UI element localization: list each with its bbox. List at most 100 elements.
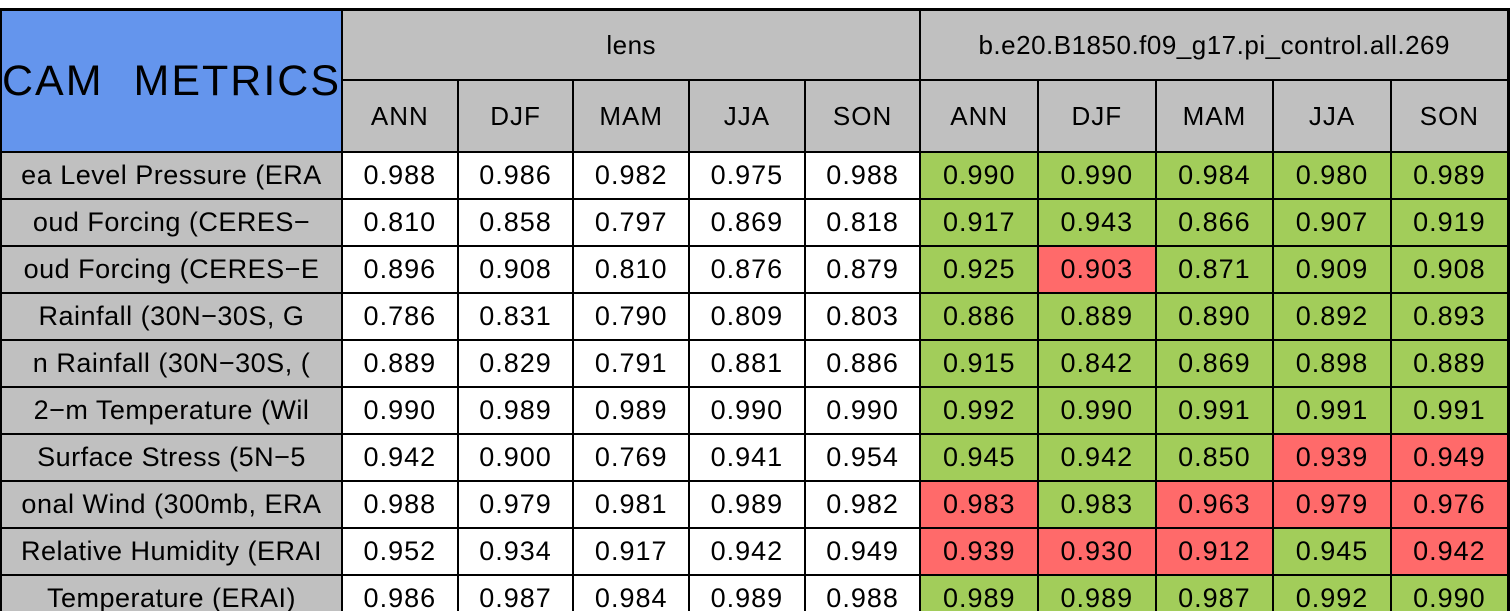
control-value-cell-good: 0.866 [1154,198,1275,247]
control-value-cell-good: 0.990 [1037,386,1157,435]
lens-value-cell: 0.989 [572,386,691,435]
lens-value-cell: 0.786 [341,292,459,341]
control-value-cell-good: 0.925 [919,245,1040,294]
metric-label: n Rainfall (30N−30S, ( [0,339,343,388]
control-value-cell-good: 0.980 [1272,151,1392,200]
lens-value-cell: 0.831 [456,292,575,341]
metric-row: n Rainfall (30N−30S, (0.889 0.829 0.791 0.8… [0,339,1510,388]
lens-value-cell: 0.988 [341,480,459,529]
control-value-cell-good: 0.886 [919,292,1040,341]
lens-value-cell: 0.990 [803,386,922,435]
control-value-cell-good: 0.909 [1272,245,1392,294]
season-header-mam-group2: MAM [1154,79,1275,153]
lens-value-cell: 0.952 [341,527,459,576]
control-value-cell-good: 0.943 [1037,198,1157,247]
control-value-cell-bad: 0.912 [1154,527,1275,576]
lens-value-cell: 0.881 [688,339,806,388]
control-value-cell-good: 0.987 [1154,574,1275,611]
control-value-cell-good: 0.892 [1272,292,1392,341]
control-value-cell-good: 0.890 [1154,292,1275,341]
control-value-cell-good: 0.984 [1154,151,1275,200]
group-header-lens: lens [340,8,922,81]
metric-row: oud Forcing (CERES−E 0.896 0.908 0.810 0.876… [0,245,1510,294]
lens-value-cell: 0.988 [341,151,459,200]
metrics-table-body: ea Level Pressure (ERA 0.988 0.986 0.982 0.9… [0,151,1510,611]
control-value-cell-good: 0.915 [919,339,1040,388]
control-value-cell-good: 0.907 [1272,198,1392,247]
metric-label: Relative Humidity (ERAI [0,527,343,576]
lens-value-cell: 0.818 [803,198,922,247]
cam-metrics-table: CAM METRICS lens b.e20.B1850.f09_g17.pi_… [0,8,1510,611]
lens-value-cell: 0.810 [572,245,691,294]
metric-label: oud Forcing (CERES−E [0,245,343,294]
lens-value-cell: 0.990 [688,386,806,435]
metric-row: Rainfall (30N−30S, G 0.786 0.831 0.790 0.809… [0,292,1510,341]
lens-value-cell: 0.869 [688,198,806,247]
season-header-son-group2: SON [1389,79,1510,153]
control-value-cell-bad: 0.942 [1389,527,1510,576]
group-header-control-run: b.e20.B1850.f09_g17.pi_control.all.269 [919,8,1510,81]
lens-value-cell: 0.988 [803,151,922,200]
control-value-cell-good: 0.989 [1037,574,1157,611]
lens-value-cell: 0.879 [803,245,922,294]
metric-label: Rainfall (30N−30S, G [0,292,343,341]
metric-label: Temperature (ERAI) [0,574,343,611]
control-value-cell-good: 0.942 [1037,433,1157,482]
lens-value-cell: 0.934 [456,527,575,576]
season-header-son-group1: SON [803,79,922,153]
control-value-cell-bad: 0.963 [1154,480,1275,529]
season-header-mam-group1: MAM [572,79,691,153]
lens-value-cell: 0.986 [456,151,575,200]
lens-value-cell: 0.896 [341,245,459,294]
lens-value-cell: 0.981 [572,480,691,529]
control-value-cell-good: 0.990 [919,151,1040,200]
lens-value-cell: 0.982 [572,151,691,200]
control-value-cell-good: 0.842 [1037,339,1157,388]
table-title: CAM METRICS [0,8,343,153]
lens-value-cell: 0.982 [803,480,922,529]
metric-label: 2−m Temperature (Wil [0,386,343,435]
group-header-row: CAM METRICS lens b.e20.B1850.f09_g17.pi_… [0,8,1510,153]
season-header-djf-group1: DJF [456,79,575,153]
metric-label: ea Level Pressure (ERA [0,151,343,200]
lens-value-cell: 0.858 [456,198,575,247]
control-value-cell-bad: 0.949 [1389,433,1510,482]
lens-value-cell: 0.803 [803,292,922,341]
lens-value-cell: 0.989 [688,574,806,611]
control-value-cell-good: 0.991 [1272,386,1392,435]
control-value-cell-good: 0.945 [1272,527,1392,576]
lens-value-cell: 0.989 [688,480,806,529]
season-header-djf-group2: DJF [1037,79,1157,153]
control-value-cell-bad: 0.979 [1272,480,1392,529]
lens-value-cell: 0.979 [456,480,575,529]
metric-label: Surface Stress (5N−5 [0,433,343,482]
lens-value-cell: 0.917 [572,527,691,576]
control-value-cell-good: 0.990 [1389,574,1510,611]
lens-value-cell: 0.942 [341,433,459,482]
lens-value-cell: 0.769 [572,433,691,482]
control-value-cell-good: 0.898 [1272,339,1392,388]
lens-value-cell: 0.989 [456,386,575,435]
lens-value-cell: 0.987 [456,574,575,611]
control-value-cell-bad: 0.903 [1037,245,1157,294]
control-value-cell-good: 0.991 [1389,386,1510,435]
control-value-cell-good: 0.989 [1389,151,1510,200]
control-value-cell-bad: 0.939 [919,527,1040,576]
metric-row: 2−m Temperature (Wil 0.990 0.989 0.989 0.990… [0,386,1510,435]
metric-row: Relative Humidity (ERAI 0.952 0.934 0.917 0.… [0,527,1510,576]
lens-value-cell: 0.988 [803,574,922,611]
control-value-cell-good: 0.991 [1154,386,1275,435]
control-value-cell-good: 0.908 [1389,245,1510,294]
metric-row: Temperature (ERAI) 0.986 0.987 0.984 0.989 0.… [0,574,1510,611]
lens-value-cell: 0.984 [572,574,691,611]
lens-value-cell: 0.876 [688,245,806,294]
lens-value-cell: 0.809 [688,292,806,341]
control-value-cell-bad: 0.939 [1272,433,1392,482]
season-header-ann-group2: ANN [919,79,1040,153]
metric-row: onal Wind (300mb, ERA 0.988 0.979 0.981 0.98… [0,480,1510,529]
control-value-cell-good: 0.871 [1154,245,1275,294]
control-value-cell-good: 0.889 [1037,292,1157,341]
control-value-cell-good: 0.893 [1389,292,1510,341]
lens-value-cell: 0.954 [803,433,922,482]
